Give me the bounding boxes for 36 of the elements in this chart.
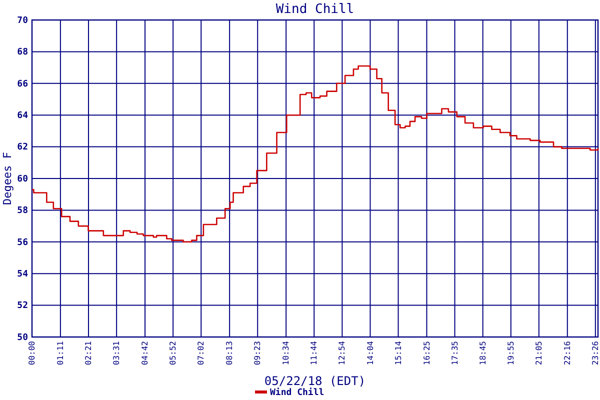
y-tick-label: 62	[17, 142, 28, 153]
x-tick-label: 15:14	[394, 340, 403, 366]
y-tick-label: 64	[17, 110, 29, 121]
x-tick-label: 04:42	[140, 340, 150, 366]
x-tick-label: 08:13	[225, 340, 234, 366]
x-tick-label: 22:16	[562, 340, 572, 366]
x-axis-title: 05/22/18 (EDT)	[264, 374, 366, 388]
x-tick-label: 03:31	[112, 340, 122, 366]
y-axis-title: Degees F	[1, 152, 14, 205]
y-tick-label: 60	[17, 174, 28, 184]
x-tick-label: 11:44	[310, 340, 319, 366]
x-tick-label: 10:34	[282, 340, 291, 366]
x-tick-label: 02:21	[84, 340, 94, 366]
x-tick-label: 23:26	[590, 340, 600, 366]
y-tick-label: 56	[17, 238, 28, 248]
x-tick-label: 09:23	[253, 340, 262, 366]
y-tick-label: 50	[17, 332, 28, 343]
y-tick-label: 52	[17, 301, 28, 312]
x-tick-label: 14:04	[366, 340, 375, 366]
x-tick-label: 17:35	[450, 340, 460, 366]
x-tick-label: 21:05	[534, 340, 544, 366]
y-tick-label: 66	[17, 79, 28, 90]
y-tick-label: 54	[17, 269, 29, 280]
x-tick-label: 00:00	[28, 340, 37, 366]
chart-title: Wind Chill	[276, 2, 354, 17]
y-tick-label: 58	[17, 206, 28, 216]
legend-label: Wind Chill	[270, 387, 324, 398]
x-tick-label: 05:52	[168, 340, 178, 366]
y-tick-label: 68	[17, 48, 28, 58]
x-tick-label: 18:45	[478, 340, 488, 366]
x-tick-label: 07:02	[196, 340, 206, 366]
x-tick-label: 16:25	[422, 340, 432, 366]
x-tick-label: 19:55	[506, 340, 516, 366]
x-tick-label: 01:11	[56, 340, 66, 366]
x-tick-label: 12:54	[338, 340, 347, 366]
y-tick-label: 70	[17, 16, 28, 26]
